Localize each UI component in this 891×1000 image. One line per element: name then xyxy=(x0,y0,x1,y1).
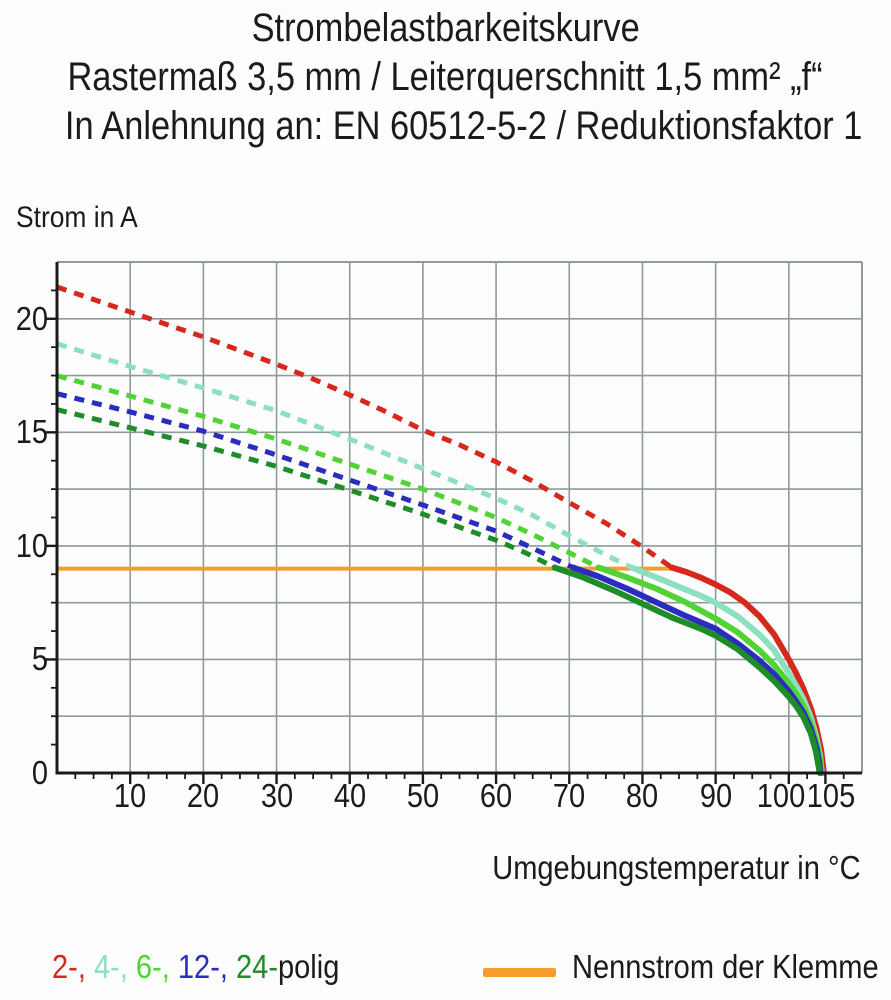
x-tick-label-30: 30 xyxy=(260,777,293,814)
legend-segment: 24- xyxy=(227,948,278,985)
chart-title-line-2: Rastermaß 3,5 mm / Leiterquerschnitt 1,5… xyxy=(0,53,891,102)
chart-title-line-3: In Anlehnung an: EN 60512-5-2 / Reduktio… xyxy=(0,102,891,151)
y-axis-title: Strom in A xyxy=(16,201,138,234)
legend-segment: 4-, xyxy=(85,948,128,985)
nominal-current-label: Nennstrom der Klemme xyxy=(572,948,879,985)
x-tick-label-80: 80 xyxy=(626,777,659,814)
y-tick-label-15: 15 xyxy=(15,413,49,451)
chart-title-line-1: Strombelastbarkeitskurve xyxy=(0,4,891,53)
legend-segment: 12-, xyxy=(169,948,228,985)
x-tick-label-50: 50 xyxy=(406,777,440,814)
y-tick-label-0: 0 xyxy=(31,754,48,791)
x-tick-label-60: 60 xyxy=(479,777,513,814)
series-4-polig-dashed-curve xyxy=(56,341,633,570)
series-24-polig-solid-curve xyxy=(551,564,823,776)
series-2-polig-dashed-curve xyxy=(56,284,674,570)
y-tick-label-20: 20 xyxy=(15,299,49,337)
series-2-polig-solid-curve xyxy=(668,564,827,776)
chart-title-text-3: In Anlehnung an: EN 60512-5-2 / Reduktio… xyxy=(64,104,863,148)
x-tick-label-105: 105 xyxy=(807,777,856,814)
series-legend: 2-, 4-, 6-, 12-, 24-polig xyxy=(52,948,339,986)
series-12-polig-dashed-curve xyxy=(56,391,574,570)
x-tick-label-20: 20 xyxy=(187,777,220,814)
chart-title: Strombelastbarkeitskurve Rastermaß 3,5 m… xyxy=(0,4,891,151)
nominal-current-swatch xyxy=(483,968,556,977)
series-6-polig-dashed-curve xyxy=(56,373,600,570)
x-tick-label-70: 70 xyxy=(553,777,586,814)
y-tick-label-5: 5 xyxy=(31,640,48,678)
x-tick-label-10: 10 xyxy=(114,777,147,814)
series-12-polig-solid-curve xyxy=(569,564,824,776)
x-axis-title: Umgebungstemperatur in °C xyxy=(492,849,861,886)
y-tick-label-10: 10 xyxy=(15,526,49,564)
x-tick-label-40: 40 xyxy=(333,777,366,814)
x-tick-label-100: 100 xyxy=(756,777,806,814)
legend-segment: 6-, xyxy=(127,948,170,985)
chart-title-text-2: Rastermaß 3,5 mm / Leiterquerschnitt 1,5… xyxy=(67,55,824,99)
chart-title-text-1: Strombelastbarkeitskurve xyxy=(251,6,640,50)
legend-segment: polig xyxy=(277,948,340,985)
legend-segment: 2-, xyxy=(52,948,86,985)
x-tick-label-90: 90 xyxy=(699,777,732,814)
